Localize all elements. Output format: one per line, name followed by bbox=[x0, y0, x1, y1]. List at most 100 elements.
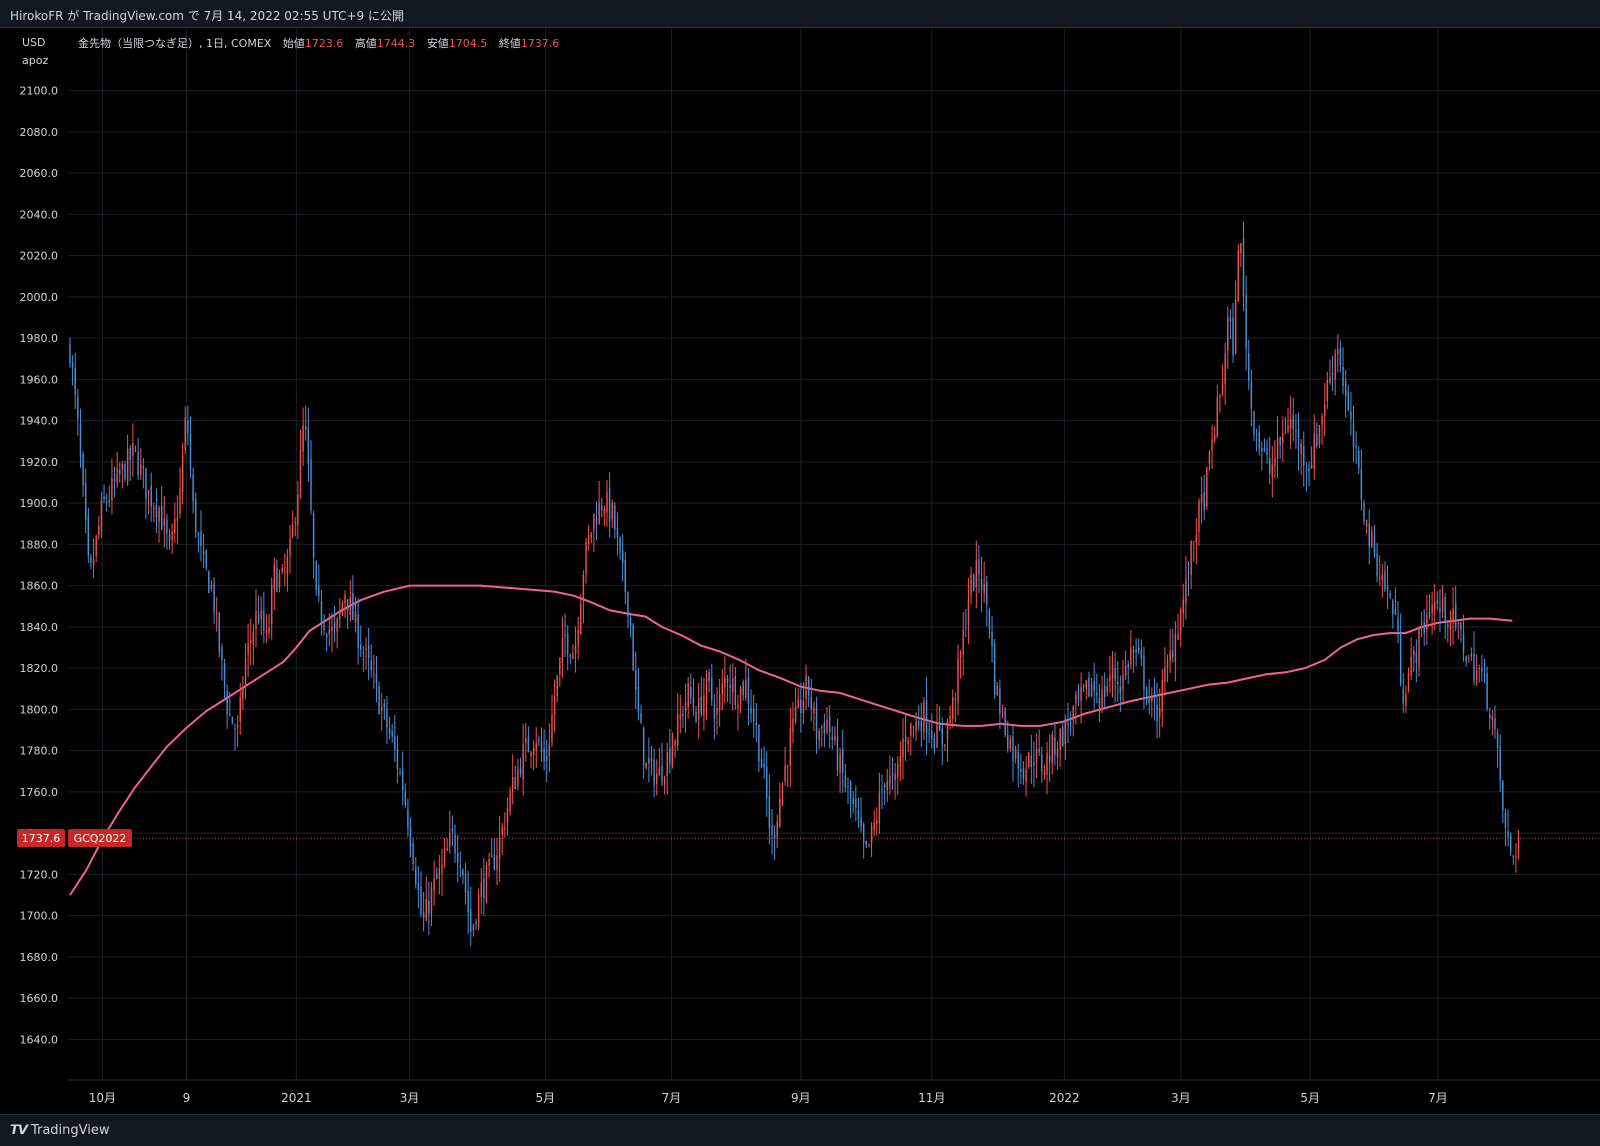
candle bbox=[933, 732, 936, 755]
time-axis-bg bbox=[0, 1080, 1600, 1114]
candle bbox=[1229, 309, 1232, 340]
candle bbox=[1407, 667, 1410, 693]
candle bbox=[420, 871, 422, 918]
candle bbox=[768, 774, 771, 845]
legend-open-value: 1723.6 bbox=[305, 37, 344, 50]
candle bbox=[834, 726, 836, 746]
candle bbox=[346, 599, 349, 629]
x-tick-label: 7月 bbox=[1428, 1091, 1448, 1105]
candle bbox=[250, 618, 252, 666]
candle bbox=[1282, 416, 1284, 462]
y-tick-label: 1640.0 bbox=[20, 1033, 59, 1046]
candle bbox=[614, 501, 616, 539]
tradingview-logo-icon: 𝙏𝙑 bbox=[10, 1123, 28, 1138]
candle bbox=[1062, 721, 1064, 747]
candle bbox=[1323, 383, 1326, 437]
candle bbox=[915, 711, 917, 742]
candle bbox=[687, 677, 689, 719]
candle bbox=[318, 564, 320, 603]
candle bbox=[1478, 664, 1480, 683]
candle bbox=[153, 502, 155, 523]
candle bbox=[1051, 730, 1054, 775]
candle bbox=[195, 492, 197, 539]
candle bbox=[692, 678, 695, 717]
candle bbox=[1360, 449, 1363, 511]
candle bbox=[69, 337, 71, 368]
candle bbox=[666, 742, 668, 795]
legend-close-label: 終値 bbox=[499, 36, 521, 50]
candle bbox=[821, 724, 823, 747]
x-tick-label: 3月 bbox=[400, 1091, 420, 1105]
candle bbox=[352, 575, 354, 621]
candle bbox=[766, 751, 768, 817]
candle bbox=[415, 857, 417, 889]
candle bbox=[202, 533, 205, 568]
price-chart[interactable]: 2100.0 2080.0 2060.0 2040.0 2020.0 2000.0 1980… bbox=[0, 28, 1600, 1114]
y-tick-label: 2040.0 bbox=[20, 208, 59, 221]
candle bbox=[760, 748, 763, 769]
candle bbox=[1151, 687, 1153, 718]
x-tick-label: 3月 bbox=[1171, 1091, 1191, 1105]
candle bbox=[674, 738, 676, 758]
candle bbox=[171, 523, 173, 555]
candle bbox=[1321, 412, 1323, 445]
candle bbox=[79, 408, 82, 468]
candle bbox=[881, 774, 883, 809]
candle bbox=[711, 663, 713, 707]
candle bbox=[168, 528, 171, 550]
candle bbox=[1114, 651, 1116, 703]
candle bbox=[606, 480, 608, 527]
candle bbox=[158, 505, 160, 543]
candle bbox=[1263, 438, 1266, 453]
candle bbox=[1279, 436, 1281, 460]
candle bbox=[608, 472, 611, 538]
candle bbox=[1316, 422, 1318, 449]
candle bbox=[865, 840, 868, 849]
candle bbox=[1371, 526, 1373, 549]
candle bbox=[928, 720, 930, 743]
candle bbox=[441, 848, 443, 896]
candle bbox=[1342, 347, 1344, 395]
candle bbox=[1179, 607, 1182, 647]
x-tick-label: 7月 bbox=[662, 1091, 682, 1105]
y-tick-label: 1660.0 bbox=[20, 992, 59, 1005]
candle bbox=[1203, 474, 1205, 520]
time-axis[interactable]: 10月 9 2021 3月 5月 7月 9月 11月 2022 3月 5月 7月 bbox=[89, 1091, 1448, 1105]
candle bbox=[268, 613, 270, 639]
candle bbox=[339, 597, 341, 629]
candle bbox=[1022, 761, 1025, 785]
candle bbox=[184, 406, 186, 455]
tradingview-logo[interactable]: 𝙏𝙑 TradingView bbox=[10, 1123, 109, 1138]
legend-high-label: 高値 bbox=[355, 36, 377, 50]
candle bbox=[493, 838, 496, 871]
candle bbox=[297, 480, 299, 540]
candle bbox=[697, 682, 700, 739]
candle bbox=[1329, 359, 1331, 385]
candle bbox=[857, 797, 860, 828]
candle bbox=[488, 852, 490, 878]
candle bbox=[802, 682, 805, 724]
candle bbox=[849, 779, 852, 819]
candle bbox=[373, 654, 375, 689]
candle bbox=[661, 743, 663, 786]
candle bbox=[1308, 461, 1310, 486]
candle bbox=[1253, 410, 1255, 441]
candle bbox=[1274, 439, 1276, 479]
candle bbox=[87, 507, 90, 564]
candle bbox=[1035, 733, 1038, 779]
candle bbox=[263, 591, 265, 644]
y-tick-label: 1980.0 bbox=[20, 332, 59, 345]
candle bbox=[601, 497, 603, 518]
candle bbox=[1344, 369, 1347, 418]
candle bbox=[1352, 405, 1355, 462]
candle bbox=[1158, 688, 1161, 738]
candle bbox=[624, 551, 627, 605]
candle bbox=[1384, 561, 1386, 593]
publish-info-text: HirokoFR が TradingView.com で 7月 14, 2022… bbox=[10, 9, 404, 23]
candle bbox=[530, 751, 532, 769]
candle bbox=[1174, 621, 1177, 682]
candle bbox=[944, 744, 946, 751]
candle bbox=[844, 764, 847, 793]
candle bbox=[451, 815, 454, 847]
candle bbox=[703, 677, 705, 731]
